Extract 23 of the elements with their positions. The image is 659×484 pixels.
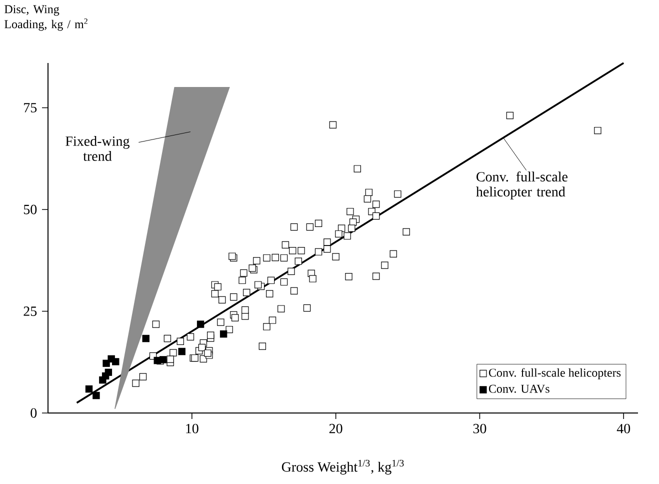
point [104, 368, 112, 376]
point [112, 358, 120, 366]
point [220, 330, 228, 338]
x-tick-label: 10 [186, 424, 198, 434]
point [142, 334, 150, 342]
point [85, 385, 93, 393]
legend-label: Conv. full-scale helicopters [488, 368, 621, 380]
point [160, 356, 167, 364]
legend-label: Conv. UAVs [488, 384, 550, 393]
x-tick-label: 30 [473, 424, 486, 434]
point [92, 392, 100, 400]
y-tick-label: 50 [24, 204, 37, 214]
point [196, 320, 204, 328]
y-tick-label: 25 [24, 306, 37, 316]
series-label: Conv. full-scale helicopter trend [476, 172, 568, 200]
y-axis-title: Disc, Wing Loading, kg / m$^{2}$ [4, 5, 88, 31]
y-tick-label: 0 [30, 408, 37, 418]
x-tick-label: 20 [329, 424, 342, 434]
point [178, 348, 186, 356]
text: Fixed-wing trend [66, 136, 130, 161]
x-axis-title: Gross Weight$^{1/3}$, kg$^{1/3}$ [282, 460, 404, 475]
x-tick-label: 40 [616, 424, 630, 434]
y-tick-label: 75 [24, 103, 37, 112]
